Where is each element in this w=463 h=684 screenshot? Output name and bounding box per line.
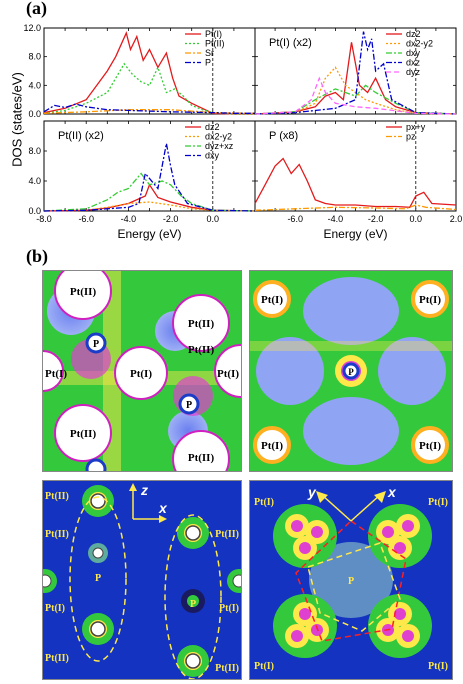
site-label: Pt(I) [45,368,67,380]
y-tick-label: 12.0 [23,23,41,33]
x-tick-label: -6.0 [287,214,303,224]
site-label: Pt(II) [45,491,69,502]
legend-entry: dz2 [406,29,421,39]
legend-entry: Sr [205,48,214,58]
dos-series-Pt(I) [43,31,255,115]
legend-entry: dxz [406,58,421,68]
site-label: Pt(I) [428,497,448,508]
x-axis-label: Energy (eV) [117,227,181,241]
legend-entry: Pt(II) [205,39,225,49]
site-label: Pt(II) [188,344,215,356]
dos-series-dz2 [43,183,256,212]
legend-entry: dyz [406,67,421,77]
x-tick-label: -8.0 [36,214,52,224]
site-label: Pt(I) [261,440,283,452]
legend-entry: dx2-y2 [205,132,232,142]
subplot-title: Pt(II) (x2) [58,130,104,142]
site-label: P [348,576,354,587]
legend-entry: dxy [406,48,421,58]
y-tick-label: 4.0 [28,176,41,186]
x-tick-label: 2.0 [450,214,463,224]
panel-a-label: (a) [26,0,47,18]
dos-subplot-top-left: Pt(I)Pt(II)SrP 0.0 4.0 8.0 12.0 [23,23,256,119]
site-label: P [190,599,196,610]
site-label: Pt(I) [261,294,283,306]
legend-entry: Pt(I) [205,29,222,39]
legend-entry: dx2-y2 [406,39,433,49]
site-label: Pt(II) [215,663,239,674]
y-tick-label: 8.0 [28,146,41,156]
y-tick-label: 4.0 [28,80,41,90]
x-tick-label: -4.0 [328,214,344,224]
legend-entry: pz [406,132,416,142]
site-label: Pt(I) [254,661,274,672]
x-tick-label: 0.0 [207,214,220,224]
x-axis-label: Energy (eV) [323,227,387,241]
legend-entry: P [205,58,211,68]
site-label: Pt(I) [219,603,239,614]
site-label: P [93,339,99,350]
dos-series-P [43,103,255,114]
dos-series-px+y [254,157,457,208]
site-label: P [95,573,101,584]
site-label: Pt(II) [188,318,215,330]
density-map-bottom-right: y x Pt(I) Pt(I) P Pt(I) Pt(I) [249,480,453,680]
site-label: Pt(II) [215,529,239,540]
panel-b-label: (b) [26,246,48,266]
x-tick-label: 0.0 [410,214,423,224]
legend-entry: dz2 [205,122,220,132]
dos-series-Pt(II) [43,62,255,115]
subplot-title: Pt(I) (x2) [269,37,312,49]
dos-series-dxz [254,31,457,115]
dos-series-dxy [254,84,457,115]
dos-subplot-bottom-right: px+ypz P (x8) -6.0 -4.0 -2.0 0.0 2.0 [254,120,463,224]
legend-entry: px+y [406,122,426,132]
x-tick-label: -2.0 [163,214,179,224]
site-label: Pt(I) [419,440,441,452]
y-tick-label: 0.0 [28,206,41,216]
x-tick-label: -4.0 [121,214,137,224]
y-tick-label: 8.0 [28,52,41,62]
dos-series-pz [254,204,457,211]
x-tick-label: -6.0 [78,214,94,224]
site-label: Pt(II) [70,428,97,440]
dos-series-dyz [254,76,457,115]
site-label: Pt(II) [45,653,69,664]
site-label: Pt(II) [70,286,97,298]
density-map-top-right: Pt(I) Pt(I) P Pt(I) Pt(I) [249,270,453,472]
site-label: Pt(II) [188,452,215,464]
axis-label-y: y [307,484,317,500]
legend-entry: dxy [205,151,220,161]
dos-series-Sr [43,109,256,114]
site-label: P [348,367,354,377]
dos-plots: Pt(I)Pt(II)SrP0.04.08.012.0dz2dx2-y2dxyd… [23,23,463,241]
dos-ylabel: DOS (states/eV) [9,72,25,167]
dos-series-dxy [43,143,256,212]
x-tick-label: -2.0 [368,214,384,224]
axis-label-x: x [158,500,168,516]
site-label: Pt(I) [419,294,441,306]
density-map-bottom-left: z x Pt(II) Pt(II) Pt(II) P P Pt(I) Pt(I)… [42,480,242,680]
dos-series-dyz+xz [43,172,256,212]
density-map-top-left: Pt(II) Pt(II) P Pt(II) Pt(I) Pt(I) Pt(I)… [42,270,242,472]
site-label: Pt(I) [428,661,448,672]
y-tick-label: 0.0 [28,109,41,119]
site-label: Pt(I) [130,368,152,380]
axis-label-z: z [140,482,148,498]
site-label: Pt(II) [45,529,69,540]
legend-entry: dyz+xz [205,141,234,151]
subplot-title: P (x8) [269,130,298,142]
site-label: Pt(I) [217,368,239,380]
site-label: P [186,400,192,411]
dos-series-dz2 [254,42,457,115]
dos-series-dx2-y2 [254,66,457,115]
site-label: Pt(I) [45,603,65,614]
axis-label-x: x [387,484,397,500]
site-label: Pt(I) [254,497,274,508]
